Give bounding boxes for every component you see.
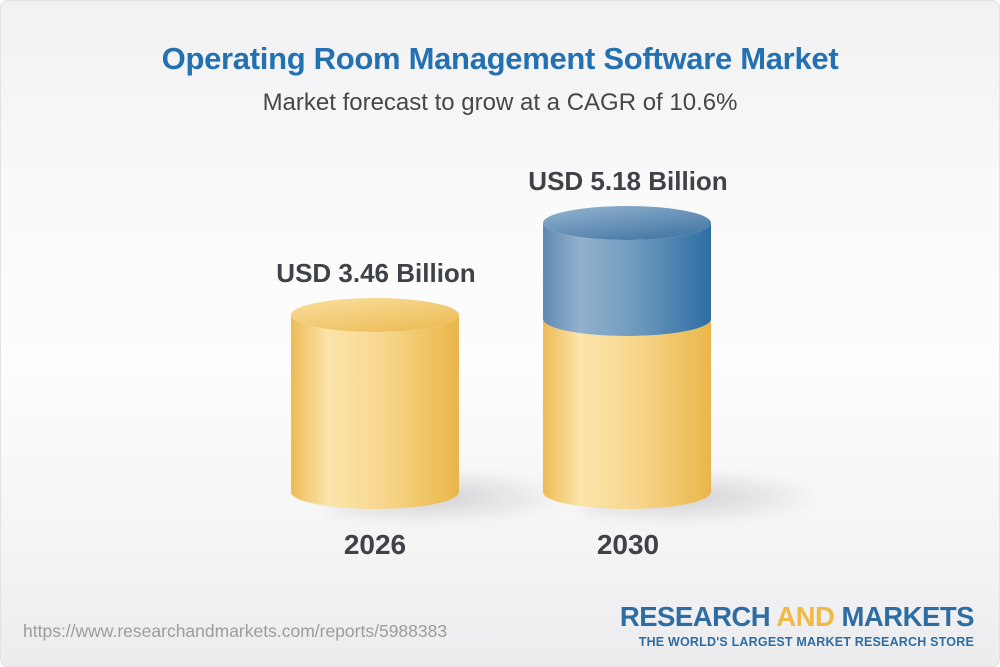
cylinder-2026-body — [291, 315, 459, 509]
category-label-2030: 2030 — [596, 529, 660, 560]
logo-word-markets: MARKETS — [841, 601, 975, 632]
research-and-markets-logo: RESEARCH AND MARKETS THE WORLD'S LARGEST… — [619, 601, 975, 649]
chart-subtitle: Market forecast to grow at a CAGR of 10.… — [262, 89, 738, 116]
cylinder-2030-base-segment — [543, 319, 711, 509]
logo-wordmark: RESEARCH AND MARKETS — [619, 601, 975, 632]
bar-cylinder-2030 — [543, 206, 711, 509]
value-label-2030: USD 5.18 Billion — [528, 166, 728, 196]
category-label-2026: 2026 — [343, 529, 407, 560]
logo-word-and: AND — [776, 601, 835, 632]
value-label-2026: USD 3.46 Billion — [276, 258, 476, 288]
chart-title: Operating Room Management Software Marke… — [161, 41, 839, 76]
cylinder-2030-growth-segment — [543, 223, 711, 336]
logo-word-research: RESEARCH — [619, 601, 771, 632]
logo-tagline: THE WORLD'S LARGEST MARKET RESEARCH STOR… — [638, 634, 974, 649]
bar-cylinder-2026 — [291, 298, 459, 509]
cylinder-2030-top — [543, 206, 711, 240]
cylinder-2026-top — [291, 298, 459, 332]
report-url: https://www.researchandmarkets.com/repor… — [23, 621, 448, 641]
